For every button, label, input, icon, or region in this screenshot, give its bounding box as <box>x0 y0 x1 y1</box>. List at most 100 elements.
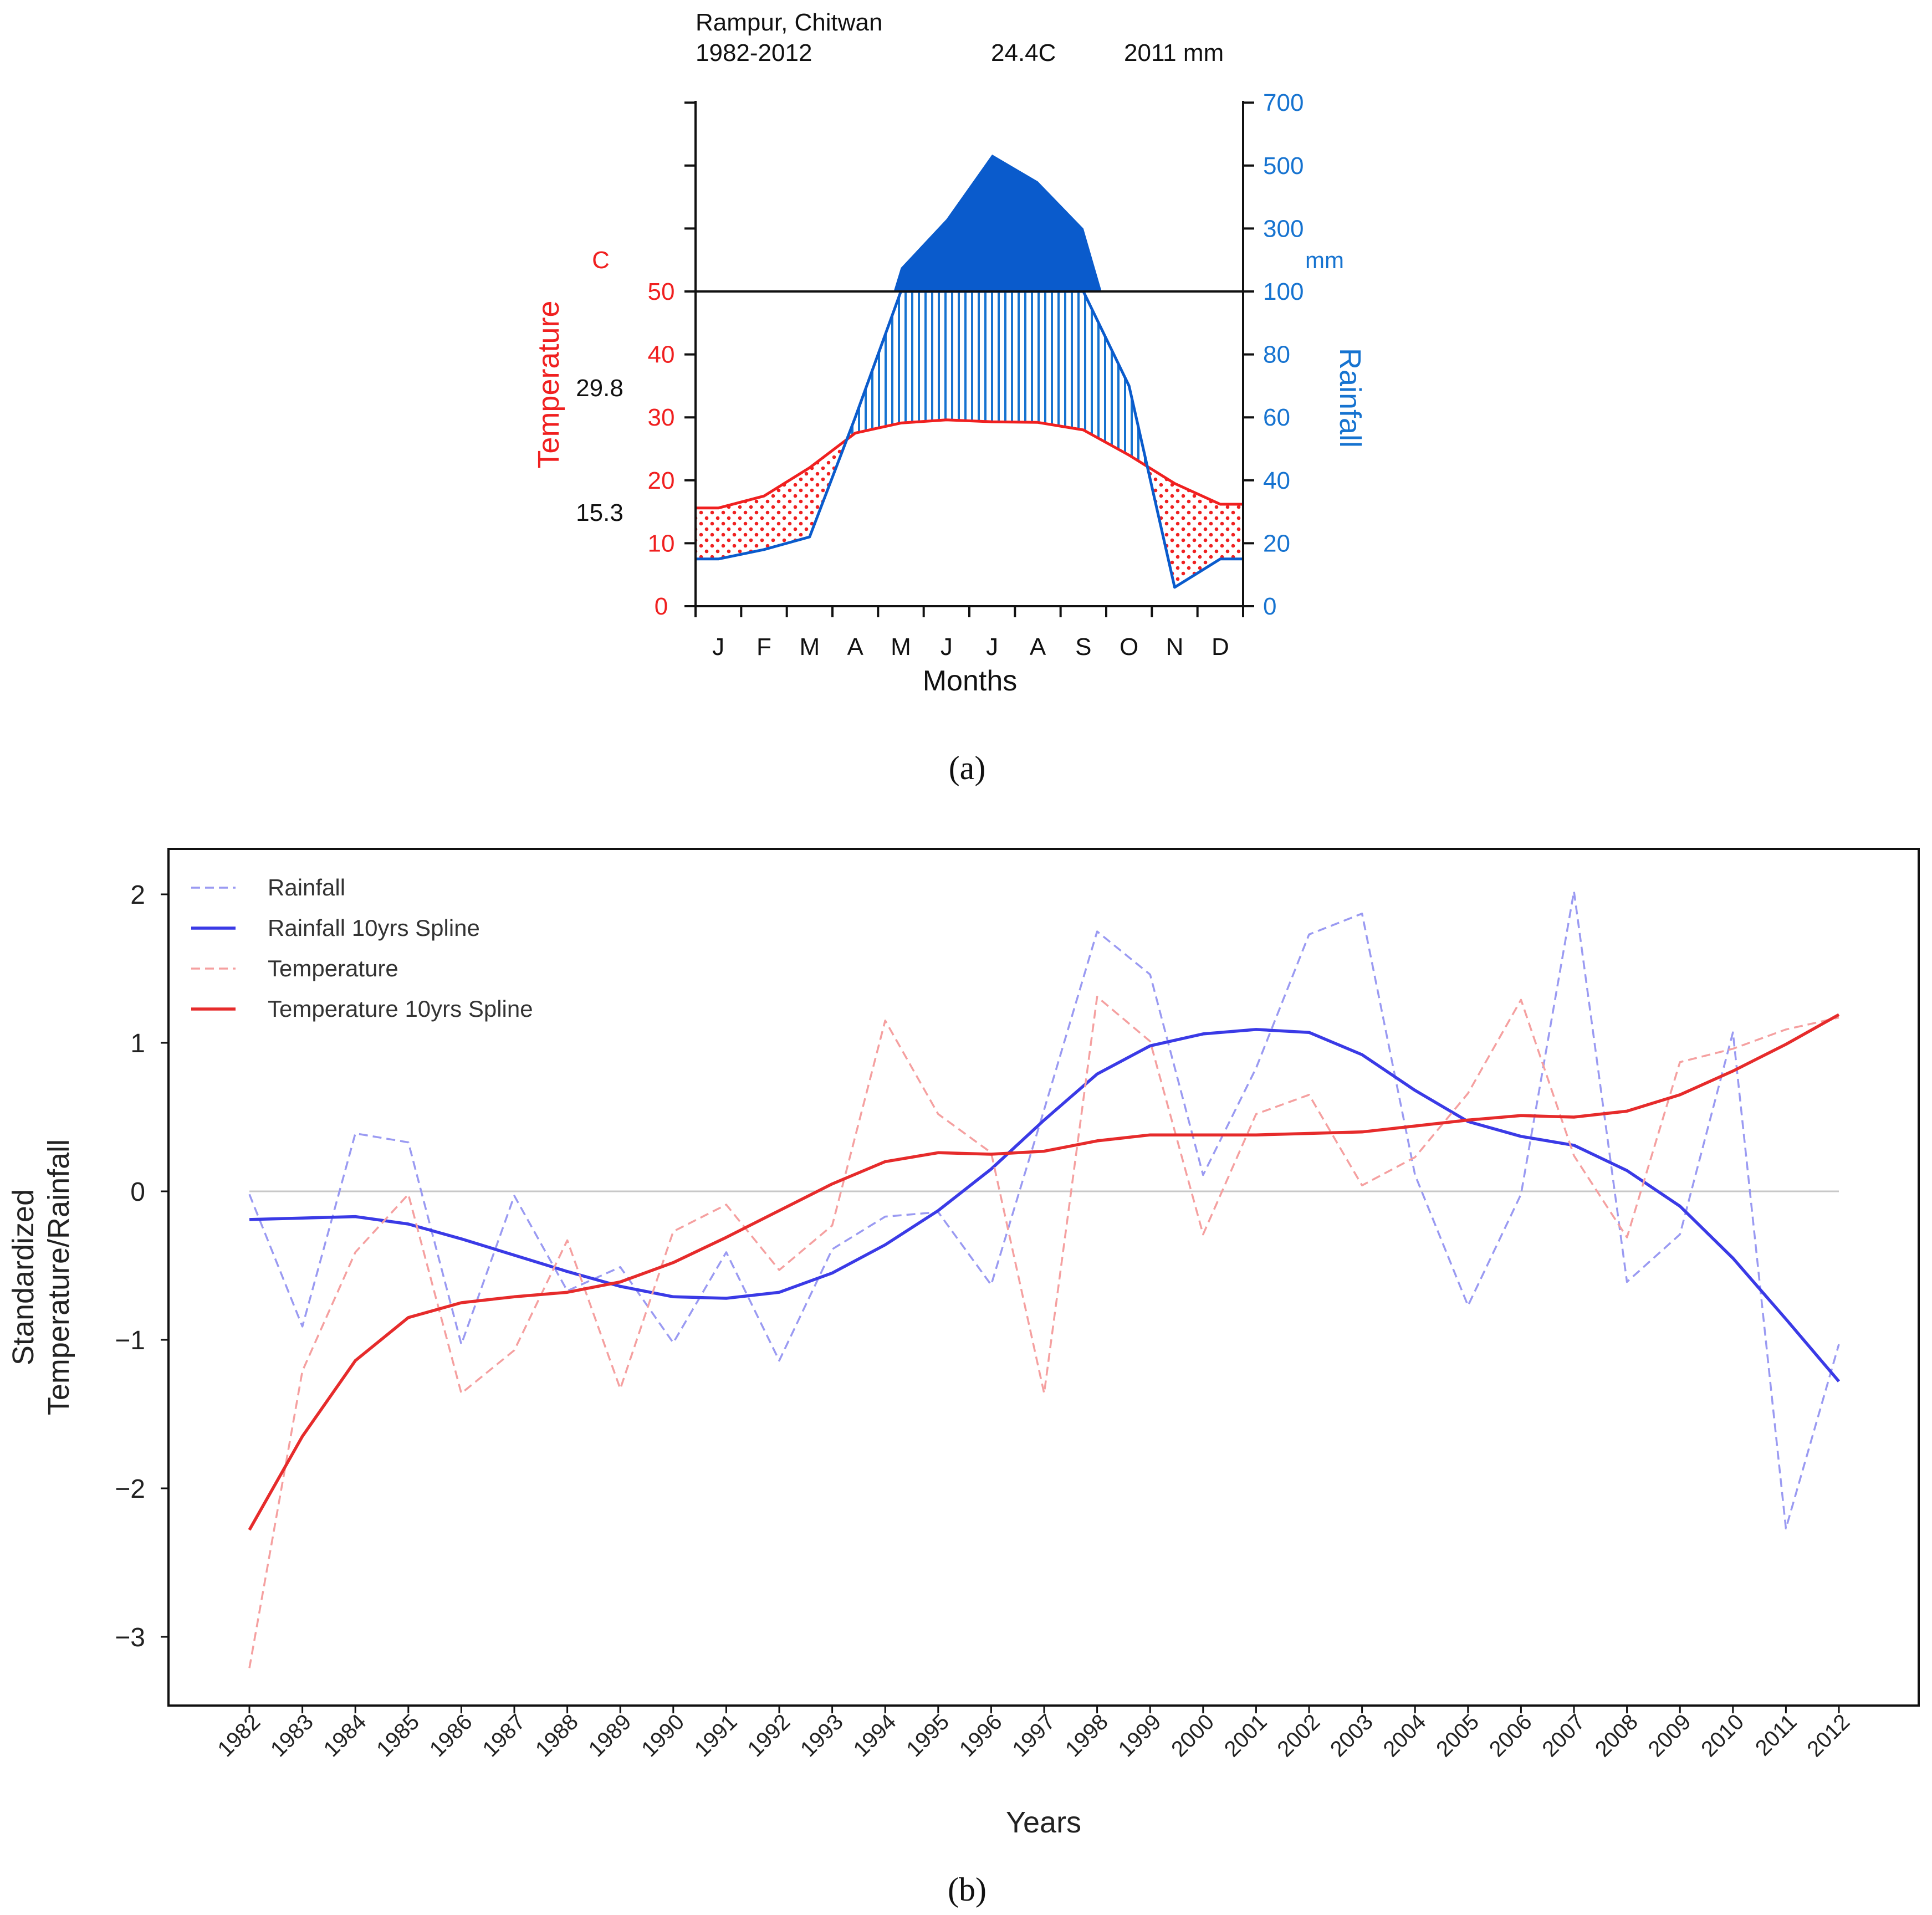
rain-tick-label: 500 <box>1263 152 1304 180</box>
x-tick-label: 1992 <box>743 1709 795 1762</box>
x-tick-label: 1994 <box>849 1709 901 1762</box>
x-tick-label: 2002 <box>1272 1709 1325 1762</box>
x-tick-label: 1984 <box>319 1709 371 1762</box>
temperature-curve <box>696 418 1243 510</box>
x-tick-label: 2004 <box>1379 1709 1431 1762</box>
month-label: M <box>800 633 820 660</box>
month-label: O <box>1120 633 1138 660</box>
temp-tick-label: 40 <box>648 341 675 368</box>
temp-tick-label: 10 <box>648 530 675 557</box>
month-label: F <box>757 633 771 660</box>
temp-tick-label: 0 <box>655 593 668 620</box>
x-tick-label: 1997 <box>1008 1709 1060 1762</box>
standardized-time-series: 210−2−3−1 1982 1983 1984 1985 1986 1987 1988 19… <box>7 848 1920 1839</box>
rainfall-axis-title: Rainfall <box>1333 348 1367 448</box>
series-group <box>248 890 1841 1668</box>
month-label: D <box>1212 633 1229 660</box>
y-tick-label: 2 <box>130 880 145 910</box>
legend-label: Rainfall <box>268 874 345 900</box>
climate-diagram: Rampur, Chitwan 1982-2012 24.4C 2011 mm … <box>532 9 1367 697</box>
y-tick-label: −3 <box>115 1623 145 1652</box>
x-tick-label: 1983 <box>266 1709 318 1762</box>
temp-tick-label: 30 <box>648 404 675 431</box>
min-temperature-label: 15.3 <box>576 499 623 526</box>
x-tick-label: 1989 <box>584 1709 636 1762</box>
rain-tick-label: 0 <box>1263 593 1276 620</box>
temp-tick-label: 20 <box>648 467 675 494</box>
legend-label: Temperature 10yrs Spline <box>268 996 533 1022</box>
x-tick-label: 2005 <box>1432 1709 1484 1762</box>
series-line-rainfall-10yrs-spline <box>249 1028 1841 1383</box>
x-tick-label: 1999 <box>1114 1709 1166 1762</box>
x-axis-ticks: 1982 1983 1984 1985 1986 1987 1988 1989 1990 1991… <box>213 1706 1854 1762</box>
period-label: 1982-2012 <box>696 39 812 66</box>
month-label: N <box>1166 633 1184 660</box>
month-label: S <box>1075 633 1091 660</box>
legend-label: Temperature <box>268 955 398 981</box>
month-label: J <box>986 633 998 660</box>
x-tick-label: 1986 <box>425 1709 477 1762</box>
months-axis-title: Months <box>923 665 1018 697</box>
month-label: M <box>891 633 911 660</box>
caption-a: (a) <box>949 750 986 786</box>
series-line-temperature-10yrs-spline <box>248 1013 1840 1531</box>
rain-tick-label: 60 <box>1263 404 1290 431</box>
rain-tick-label: 20 <box>1263 530 1290 557</box>
series-line-temperature <box>248 996 1839 1668</box>
y-axis-title-line1: Standardized <box>7 1189 40 1365</box>
y-axis-ticks: 2 1 0 −2 −3 −1 <box>115 880 168 1652</box>
mean-temperature: 24.4C <box>991 39 1056 66</box>
x-tick-label: 1990 <box>637 1709 689 1762</box>
x-tick-label: 2009 <box>1644 1709 1696 1762</box>
temperature-axis-title: Temperature <box>532 300 565 468</box>
max-temperature-label: 29.8 <box>576 375 623 402</box>
rain-tick-label: 700 <box>1263 89 1304 116</box>
annual-rainfall: 2011 mm <box>1124 39 1224 66</box>
humid-season-area <box>846 291 1148 467</box>
x-tick-label: 1993 <box>796 1709 848 1762</box>
y-tick-label: −2 <box>115 1474 145 1504</box>
x-tick-label: 2011 <box>1751 1709 1802 1760</box>
temperature-unit: C <box>592 247 610 274</box>
x-tick-label: 1996 <box>955 1709 1007 1762</box>
perhumid-season-area <box>893 154 1102 291</box>
x-tick-label: 1995 <box>902 1709 954 1762</box>
month-label: J <box>941 633 953 660</box>
rain-tick-label: 300 <box>1263 215 1304 242</box>
x-tick-label: 2006 <box>1485 1709 1537 1762</box>
legend-label: Rainfall 10yrs Spline <box>268 915 480 941</box>
legend: Rainfall Rainfall 10yrs Spline Temperature… <box>191 874 533 1022</box>
rainfall-unit: mm <box>1305 247 1344 273</box>
rain-tick-label: 80 <box>1263 341 1290 368</box>
rain-tick-label: 40 <box>1263 467 1290 494</box>
x-tick-label: 1998 <box>1061 1709 1113 1762</box>
temp-tick-label: 50 <box>648 278 675 305</box>
x-tick-label: 2000 <box>1167 1709 1219 1762</box>
x-tick-label: 1982 <box>213 1709 265 1762</box>
dry-season-area <box>696 439 1243 587</box>
month-label: A <box>1030 633 1046 660</box>
y-tick-label: 1 <box>130 1029 145 1058</box>
rain-tick-label: 100 <box>1263 278 1304 305</box>
x-tick-label: 2008 <box>1591 1709 1643 1762</box>
series-line-rainfall <box>248 890 1840 1530</box>
x-tick-label: 2010 <box>1696 1709 1749 1762</box>
y-tick-label: 0 <box>130 1177 145 1207</box>
y-tick-label: −1 <box>115 1326 145 1355</box>
caption-b: (b) <box>948 1871 987 1908</box>
station-name: Rampur, Chitwan <box>696 9 882 36</box>
month-label: J <box>712 633 724 660</box>
month-label: A <box>847 633 863 660</box>
x-tick-label: 1985 <box>372 1709 424 1762</box>
x-axis-title: Years <box>1006 1806 1081 1839</box>
x-tick-label: 1987 <box>478 1709 530 1762</box>
y-axis-title-line2: Temperature/Rainfall <box>42 1139 75 1415</box>
x-tick-label: 1991 <box>690 1709 742 1762</box>
x-tick-label: 2012 <box>1802 1709 1854 1762</box>
x-tick-label: 2007 <box>1537 1709 1589 1762</box>
x-tick-label: 2003 <box>1326 1709 1378 1762</box>
x-tick-label: 2001 <box>1220 1709 1272 1762</box>
x-tick-label: 1988 <box>531 1709 583 1762</box>
